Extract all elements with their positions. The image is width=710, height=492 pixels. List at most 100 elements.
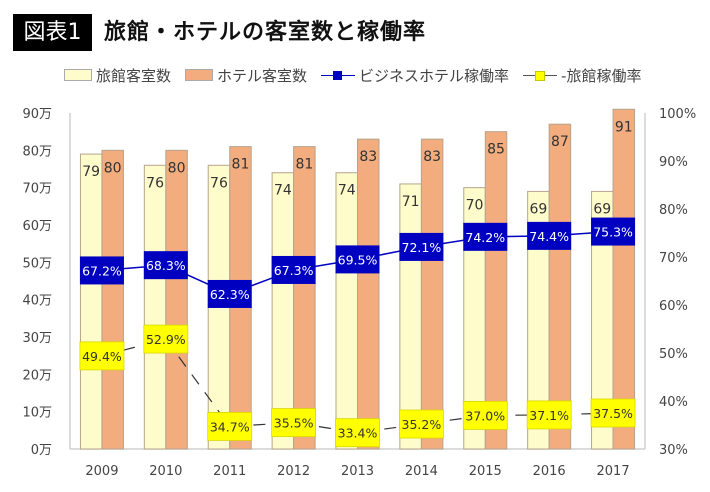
data-label-business-hotel-rate: 74.2% (465, 230, 505, 245)
x-axis-tick-label: 2013 (341, 464, 374, 479)
bar-ryokan-rooms (271, 172, 295, 450)
right-axis-tick-label: 60% (659, 299, 688, 314)
marker-ryokan-rate (143, 324, 189, 354)
legend-swatch-ryokan-rate (523, 70, 558, 81)
x-axis-tick-label: 2017 (597, 464, 630, 479)
marker-business-hotel-rate (335, 245, 380, 274)
marker-business-hotel-rate (143, 251, 188, 280)
data-label-ryokan-rate: 35.2% (402, 417, 442, 432)
left-axis-tick-label: 70万 (22, 182, 52, 197)
data-label-ryokan-rate: 34.7% (210, 419, 250, 434)
right-axis-tick-label: 70% (659, 251, 688, 266)
data-label-business-hotel-rate: 75.3% (593, 225, 633, 240)
legend-label-hotel-rooms: ホテル客室数 (217, 66, 308, 85)
x-axis-tick-label: 2016 (533, 464, 566, 479)
bar-ryokan-rooms (79, 153, 103, 450)
marker-business-hotel-rate (463, 222, 508, 251)
data-label-ryokan-rooms: 69 (530, 201, 548, 217)
marker-ryokan-rate (398, 409, 444, 439)
marker-business-hotel-rate (79, 256, 124, 285)
marker-business-hotel-rate (527, 221, 572, 250)
legend-swatch-hotel-rooms (185, 69, 214, 81)
chart-title: 旅館・ホテルの客室数と稼働率 (104, 20, 427, 45)
data-label-ryokan-rooms: 69 (593, 201, 611, 217)
left-axis-tick-label: 80万 (22, 144, 52, 159)
x-axis-tick-label: 2011 (213, 464, 246, 479)
bar-hotel-rooms (420, 138, 444, 450)
data-label-business-hotel-rate: 74.4% (529, 229, 569, 244)
data-label-ryokan-rooms: 79 (82, 164, 100, 180)
bar-hotel-rooms (293, 146, 316, 450)
x-axis-tick-label: 2009 (85, 464, 118, 479)
data-label-business-hotel-rate: 72.1% (402, 240, 442, 255)
data-label-hotel-rooms: 91 (615, 119, 633, 135)
right-axis-tick-label: 100% (659, 107, 696, 122)
x-axis-tick-label: 2014 (405, 464, 438, 479)
marker-ryokan-rate (207, 412, 253, 441)
data-label-ryokan-rooms: 70 (466, 198, 484, 214)
bar-hotel-rooms (484, 131, 508, 450)
data-label-ryokan-rooms: 74 (274, 183, 292, 199)
data-label-hotel-rooms: 80 (168, 160, 186, 176)
data-label-ryokan-rooms: 74 (338, 183, 356, 199)
bar-hotel-rooms (101, 149, 124, 450)
bar-hotel-rooms (357, 138, 380, 450)
left-axis-tick-label: 10万 (22, 406, 52, 421)
bar-hotel-rooms (612, 108, 636, 450)
right-axis-tick-label: 50% (659, 347, 688, 362)
data-label-ryokan-rate: 33.4% (338, 426, 378, 441)
legend-label-ryokan-rate: ‐旅館稼働率 (561, 66, 642, 85)
left-axis-tick-label: 60万 (22, 219, 52, 234)
marker-ryokan-rate (79, 341, 125, 371)
left-axis-tick-label: 50万 (22, 256, 52, 271)
data-label-hotel-rooms: 83 (423, 149, 441, 165)
marker-business-hotel-rate (399, 232, 444, 261)
legend-label-business-hotel-rate: ビジネスホテル稼働率 (359, 66, 510, 85)
data-label-business-hotel-rate: 62.3% (210, 287, 250, 302)
data-label-ryokan-rooms: 76 (146, 175, 164, 191)
data-label-ryokan-rate: 37.1% (529, 408, 569, 423)
data-label-business-hotel-rate: 69.5% (338, 252, 378, 267)
bar-hotel-rooms (548, 123, 572, 450)
marker-ryokan-rate (271, 408, 317, 438)
data-label-ryokan-rate: 37.0% (465, 408, 505, 423)
right-axis-tick-label: 80% (659, 203, 688, 218)
legend-swatch-ryokan-rooms (64, 69, 92, 81)
marker-business-hotel-rate (271, 255, 316, 284)
data-label-hotel-rooms: 83 (359, 149, 377, 165)
left-axis-tick-label: 0万 (31, 443, 52, 458)
legend-item-hotel-rooms: ホテル客室数 (185, 65, 307, 86)
data-label-business-hotel-rate: 67.2% (82, 263, 122, 278)
marker-ryokan-rate (335, 418, 380, 448)
marker-ryokan-rate (590, 398, 636, 428)
bar-ryokan-rooms (399, 183, 422, 450)
x-axis-tick-label: 2010 (149, 464, 182, 479)
data-label-ryokan-rate: 35.5% (274, 416, 314, 431)
marker-business-hotel-rate (207, 279, 252, 308)
marker-ryokan-rate (526, 400, 572, 430)
right-axis-tick-label: 30% (659, 443, 688, 458)
bar-hotel-rooms (165, 149, 188, 450)
data-label-ryokan-rate: 37.5% (593, 406, 633, 421)
legend-item-ryokan-rooms: 旅館客室数 (64, 65, 171, 86)
legend-item-business-hotel-rate: ビジネスホテル稼働率 (321, 65, 509, 86)
data-label-hotel-rooms: 87 (551, 134, 569, 150)
right-axis-tick-label: 90% (659, 155, 688, 170)
chart-legend: 旅館客室数 ホテル客室数 ビジネスホテル稼働率 ‐旅館稼働率 (64, 64, 655, 86)
legend-item-ryokan-rate: ‐旅館稼働率 (523, 65, 641, 86)
left-axis-tick-label: 30万 (22, 331, 52, 346)
marker-business-hotel-rate (591, 217, 636, 246)
x-axis-tick-label: 2015 (469, 464, 502, 479)
x-axis-tick-label: 2012 (277, 464, 310, 479)
data-label-business-hotel-rate: 67.3% (274, 263, 314, 278)
data-label-ryokan-rate: 49.4% (82, 349, 122, 364)
left-axis-tick-label: 40万 (22, 294, 52, 309)
left-axis-tick-label: 90万 (22, 107, 52, 122)
legend-swatch-business-hotel-rate (321, 70, 356, 80)
figure-number-badge: 図表1 (13, 14, 92, 51)
bar-ryokan-rooms (335, 172, 358, 450)
marker-ryokan-rate (462, 400, 508, 430)
data-label-business-hotel-rate: 68.3% (146, 258, 186, 273)
left-axis-tick-label: 20万 (22, 368, 52, 383)
